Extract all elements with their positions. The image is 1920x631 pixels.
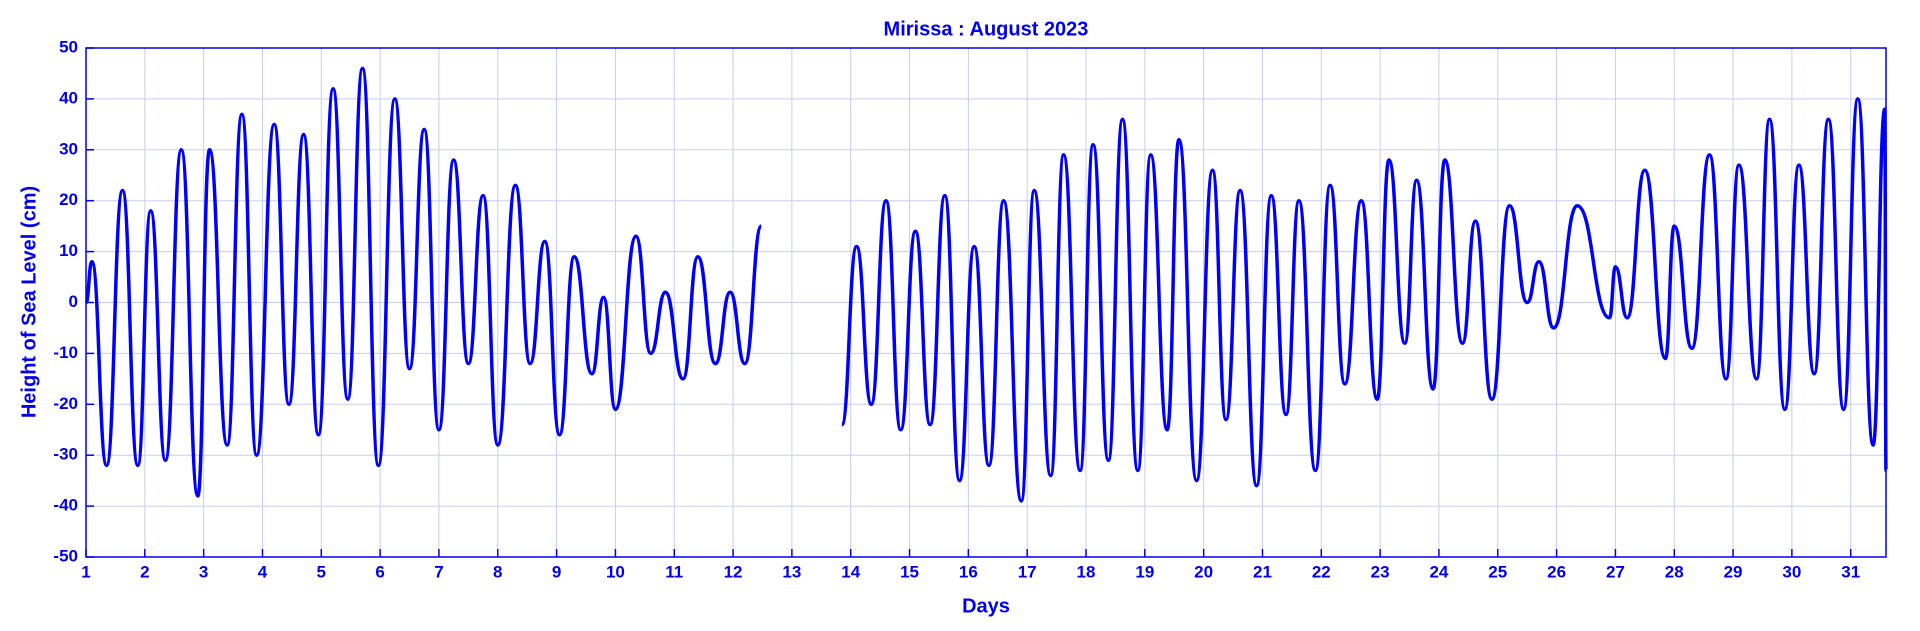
y-tick-label: 40 [59, 88, 78, 107]
x-tick-label: 23 [1371, 562, 1390, 581]
x-tick-label: 12 [724, 562, 743, 581]
x-tick-label: 29 [1724, 562, 1743, 581]
x-tick-label: 14 [841, 562, 860, 581]
x-tick-label: 17 [1018, 562, 1037, 581]
x-tick-label: 19 [1135, 562, 1154, 581]
x-tick-label: 6 [375, 562, 384, 581]
x-tick-label: 1 [81, 562, 90, 581]
y-tick-label: 50 [59, 37, 78, 56]
x-tick-label: 30 [1782, 562, 1801, 581]
x-tick-label: 7 [434, 562, 443, 581]
x-tick-label: 24 [1429, 562, 1448, 581]
x-tick-label: 3 [199, 562, 208, 581]
y-tick-label: 0 [69, 292, 78, 311]
x-tick-label: 22 [1312, 562, 1331, 581]
x-tick-label: 15 [900, 562, 919, 581]
x-tick-label: 31 [1841, 562, 1860, 581]
x-tick-label: 21 [1253, 562, 1272, 581]
x-tick-label: 20 [1194, 562, 1213, 581]
x-tick-label: 18 [1077, 562, 1096, 581]
x-tick-label: 10 [606, 562, 625, 581]
y-tick-label: 10 [59, 241, 78, 260]
x-tick-label: 13 [782, 562, 801, 581]
x-tick-label: 5 [317, 562, 326, 581]
x-tick-label: 4 [258, 562, 268, 581]
x-tick-label: 26 [1547, 562, 1566, 581]
chart-title: Mirissa : August 2023 [884, 18, 1089, 40]
y-tick-label: -50 [53, 546, 78, 565]
y-tick-label: 20 [59, 190, 78, 209]
x-tick-label: 16 [959, 562, 978, 581]
x-tick-label: 9 [552, 562, 561, 581]
x-tick-label: 11 [665, 562, 683, 581]
x-tick-label: 27 [1606, 562, 1625, 581]
y-tick-label: -20 [53, 394, 78, 413]
y-tick-label: -10 [53, 343, 78, 362]
y-tick-label: 30 [59, 139, 78, 158]
x-tick-label: 28 [1665, 562, 1684, 581]
x-axis-label: Days [962, 595, 1010, 617]
x-tick-label: 2 [140, 562, 149, 581]
x-tick-label: 25 [1488, 562, 1507, 581]
y-axis-label: Height of Sea Level (cm) [18, 186, 40, 418]
x-tick-label: 8 [493, 562, 502, 581]
y-tick-label: -30 [53, 445, 78, 464]
sea-level-line [84, 66, 1888, 503]
y-tick-label: -40 [53, 496, 78, 515]
